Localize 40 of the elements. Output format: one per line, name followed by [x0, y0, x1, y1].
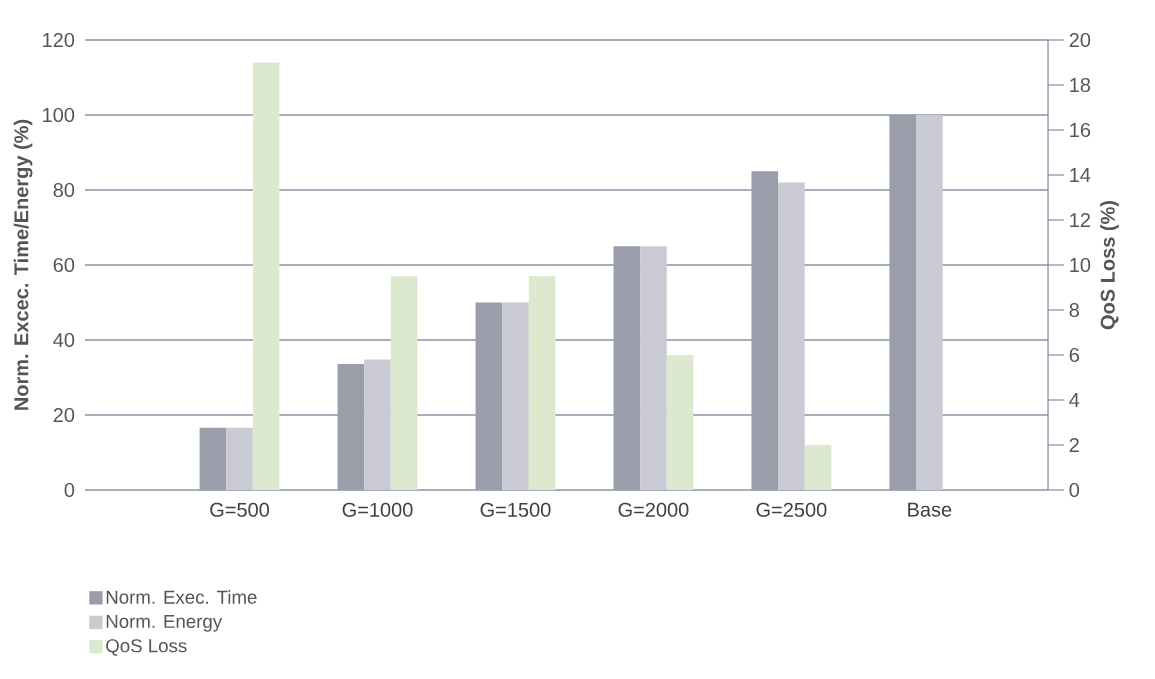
- legend-label: QoS Loss: [106, 639, 187, 656]
- y-tick-label: 40: [53, 332, 75, 348]
- bar: [751, 171, 779, 490]
- y2-tick-label: 0: [1069, 482, 1080, 498]
- bar: [199, 427, 227, 490]
- y2-tick-label: 18: [1070, 77, 1091, 93]
- y-tick-label: 120: [43, 32, 75, 48]
- bar: [337, 364, 365, 490]
- y-axis-title: Norm. Excec. Time/Energy (%): [13, 119, 33, 410]
- bar: [252, 62, 280, 490]
- y-tick-label: 100: [43, 107, 75, 123]
- y-tick-label: 60: [53, 257, 75, 273]
- bar: [916, 115, 943, 490]
- x-tick-label: G=500: [210, 502, 270, 517]
- y2-tick-label: 16: [1070, 122, 1091, 138]
- y-tick-label: 80: [53, 182, 75, 198]
- x-tick-label: Base: [908, 502, 952, 517]
- x-tick-label: G=1500: [480, 502, 551, 517]
- y-tick-label: 20: [53, 407, 75, 423]
- bar: [804, 445, 832, 490]
- y2-tick-label: 10: [1070, 257, 1091, 273]
- x-tick-label: G=2000: [618, 502, 689, 517]
- legend-label: Norm. Energy: [106, 614, 223, 632]
- y2-axis-title: QoS Loss (%): [1100, 201, 1119, 330]
- bar: [613, 246, 641, 490]
- y2-tick-label: 8: [1069, 302, 1079, 318]
- bar: [475, 302, 503, 490]
- y2-tick-label: 4: [1069, 393, 1080, 407]
- y2-tick-label: 6: [1069, 347, 1079, 363]
- x-tick-label: G=1000: [342, 502, 413, 517]
- y2-tick-label: 2: [1069, 438, 1079, 452]
- legend-label: Norm. Exec. Time: [106, 590, 257, 604]
- y2-tick-label: 14: [1070, 168, 1091, 182]
- y-tick-label: 0: [64, 482, 75, 498]
- bar: [778, 182, 805, 490]
- x-tick-label: G=2500: [756, 502, 827, 517]
- y2-tick-label: 12: [1070, 213, 1090, 227]
- bar: [226, 427, 253, 490]
- y2-tick-label: 20: [1069, 32, 1091, 48]
- bar: [889, 115, 917, 490]
